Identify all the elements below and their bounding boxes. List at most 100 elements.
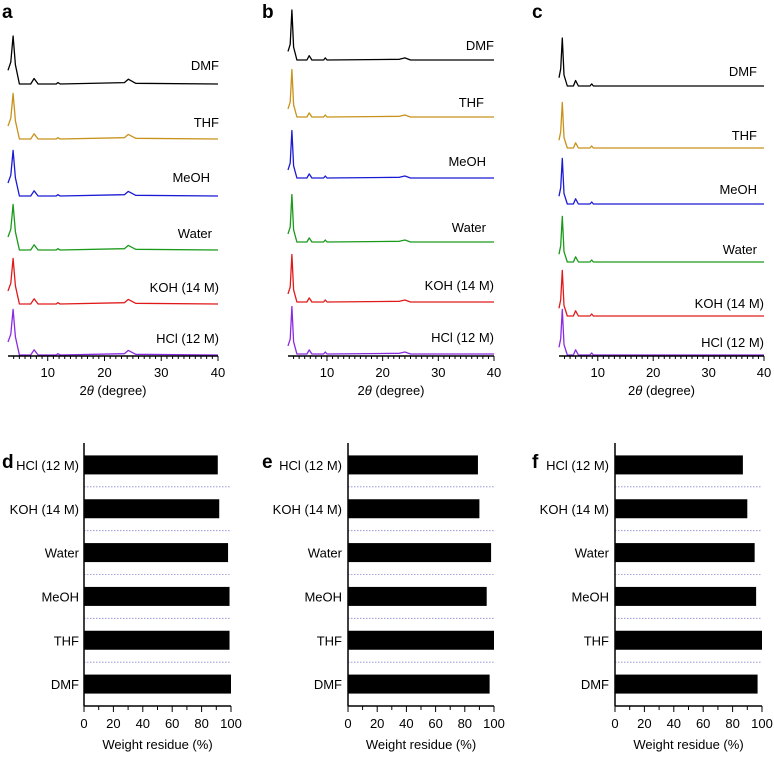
x-axis-label: 2θ (degree) [357, 383, 424, 398]
x-axis-label-prefix: 2 [79, 383, 86, 398]
x-tick-label: 0 [611, 716, 618, 731]
xrd-trace-thf [7, 92, 219, 140]
xrd-trace-thf [558, 101, 764, 149]
category-label: THF [54, 633, 79, 648]
category-label: KOH (14 M) [273, 502, 342, 517]
x-tick-label: 80 [458, 716, 472, 731]
x-tick-label: 60 [428, 716, 442, 731]
x-tick-label: 20 [106, 716, 120, 731]
bar-koh-14-m- [615, 499, 748, 519]
category-label: Water [45, 546, 80, 561]
xrd-trace-meoh [7, 149, 219, 197]
x-tick-label: 10 [320, 365, 334, 380]
bar-panel-e: e HCl (12 M) KOH (14 M) Water MeOH THF DMF 0 20 4… [262, 443, 505, 752]
trace-label: HCl (12 M) [701, 335, 764, 350]
trace-label: DMF [466, 38, 494, 53]
x-axis-label-prefix: 2 [357, 383, 364, 398]
bar-hcl-12-m- [348, 455, 478, 475]
trace-label: Water [178, 226, 213, 241]
bar-water [615, 543, 755, 563]
bar-meoh [84, 586, 230, 606]
xrd-panel-a: a DMF THF MeOH Water KOH (14 M) HCl (12 M) 10 20… [2, 2, 225, 398]
category-label: THF [317, 633, 342, 648]
bar-koh-14-m- [348, 499, 480, 519]
x-axis-label-prefix: 2 [628, 383, 635, 398]
x-tick-label: 20 [370, 716, 384, 731]
bar-hcl-12-m- [84, 455, 218, 475]
xrd-trace-thf [287, 68, 494, 118]
x-axis-label-theta: θ [365, 383, 372, 398]
x-axis-label: 2θ (degree) [79, 383, 146, 398]
xrd-trace-water [7, 203, 219, 251]
category-label: Water [575, 546, 610, 561]
panel-label-b: b [262, 2, 274, 23]
bar-dmf [348, 674, 490, 694]
x-tick-label: 60 [696, 716, 710, 731]
x-tick-label: 30 [701, 365, 715, 380]
bar-panel-f: f HCl (12 M) KOH (14 M) Water MeOH THF DMF 0 20 4… [532, 443, 773, 752]
trace-label: Water [723, 242, 758, 257]
xrd-trace-koh-14-m- [287, 253, 494, 303]
panel-label-c: c [532, 2, 543, 23]
bar-water [84, 543, 229, 563]
trace-label: DMF [191, 58, 219, 73]
x-axis-label-theta: θ [635, 383, 642, 398]
x-tick-label: 40 [399, 716, 413, 731]
xrd-panel-b: b DMF THF MeOH Water KOH (14 M) HCl (12 M) 10 20… [262, 2, 501, 398]
category-label: MeOH [304, 589, 342, 604]
xrd-trace-dmf [287, 9, 494, 61]
category-label: KOH (14 M) [540, 502, 609, 517]
category-label: MeOH [41, 589, 79, 604]
x-axis-label-suffix: (degree) [94, 383, 147, 398]
xrd-trace-water [558, 215, 764, 263]
trace-label: MeOH [448, 154, 486, 169]
bar-water [348, 543, 492, 563]
x-tick-label: 60 [165, 716, 179, 731]
xrd-trace-water [287, 193, 494, 243]
x-axis-label: Weight residue (%) [102, 737, 212, 752]
trace-label: THF [194, 115, 219, 130]
x-tick-label: 40 [211, 365, 225, 380]
x-tick-label: 80 [725, 716, 739, 731]
x-tick-label: 40 [136, 716, 150, 731]
x-tick-label: 100 [220, 716, 242, 731]
x-axis-label: Weight residue (%) [366, 737, 476, 752]
trace-label: DMF [729, 64, 757, 79]
trace-label: KOH (14 M) [150, 280, 219, 295]
x-tick-label: 40 [757, 365, 771, 380]
x-tick-label: 100 [483, 716, 505, 731]
bar-panel-d: d HCl (12 M) KOH (14 M) Water MeOH THF DMF 0 20 4… [2, 443, 242, 752]
category-label: Water [308, 546, 343, 561]
panel-label-a: a [2, 2, 13, 23]
x-axis-label-suffix: (degree) [372, 383, 425, 398]
category-label: KOH (14 M) [10, 502, 79, 517]
bar-hcl-12-m- [615, 455, 743, 475]
bar-dmf [84, 674, 231, 694]
x-tick-label: 0 [80, 716, 87, 731]
x-tick-label: 20 [637, 716, 651, 731]
trace-label: KOH (14 M) [425, 278, 494, 293]
category-label: DMF [51, 677, 79, 692]
category-label: THF [584, 633, 609, 648]
trace-label: MeOH [719, 182, 757, 197]
x-tick-label: 30 [154, 365, 168, 380]
bar-thf [84, 630, 230, 650]
x-tick-label: 10 [591, 365, 605, 380]
category-label: MeOH [571, 589, 609, 604]
category-label: DMF [581, 677, 609, 692]
trace-label: KOH (14 M) [695, 296, 764, 311]
xrd-trace-dmf [558, 37, 764, 87]
bar-meoh [348, 586, 487, 606]
xrd-trace-koh-14-m- [7, 257, 219, 305]
xrd-panel-c: c DMF THF MeOH Water KOH (14 M) HCl (12 M) 10 20… [532, 2, 771, 398]
x-tick-label: 80 [194, 716, 208, 731]
trace-label: MeOH [172, 170, 210, 185]
x-tick-label: 20 [375, 365, 389, 380]
panel-label-e: e [262, 452, 273, 473]
bar-thf [615, 630, 762, 650]
xrd-trace-hcl-12-m- [558, 308, 764, 356]
x-axis-label: Weight residue (%) [633, 737, 743, 752]
x-tick-label: 40 [487, 365, 501, 380]
xrd-trace-dmf [7, 35, 219, 85]
category-label: HCl (12 M) [546, 458, 609, 473]
